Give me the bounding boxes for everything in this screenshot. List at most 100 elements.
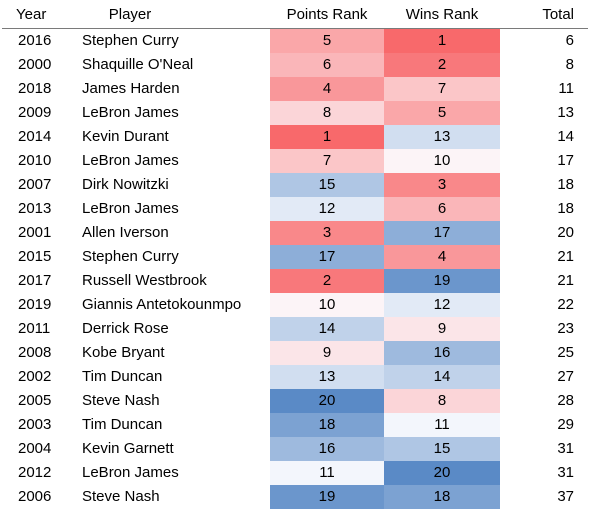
points-rank-cell: 7 [270,149,384,173]
player-cell: Derrick Rose [82,320,169,337]
table-row: 2008 Kobe Bryant 9 16 25 [2,341,588,365]
table-row: 2018 James Harden 4 7 11 [2,77,588,101]
player-cell: Tim Duncan [82,416,163,433]
player-cell: Kobe Bryant [82,344,165,361]
player-cell: LeBron James [82,104,179,121]
player-cell: James Harden [82,80,180,97]
total-cell: 21 [557,248,574,265]
points-rank-cell: 15 [270,173,384,197]
table-row: 2005 Steve Nash 20 8 28 [2,389,588,413]
total-cell: 20 [557,224,574,241]
player-cell: LeBron James [82,464,179,481]
wins-rank-cell: 8 [384,389,500,413]
table-row: 2003 Tim Duncan 18 11 29 [2,413,588,437]
player-cell: Steve Nash [82,392,160,409]
total-cell: 37 [557,488,574,505]
wins-rank-cell: 20 [384,461,500,485]
header-row: Year Player Points Rank Wins Rank Total [2,2,588,29]
points-rank-cell: 17 [270,245,384,269]
wins-rank-cell: 1 [384,28,500,53]
year-cell: 2018 [18,80,52,97]
year-cell: 2008 [18,344,52,361]
wins-rank-cell: 13 [384,125,500,149]
total-cell: 25 [557,344,574,361]
year-cell: 2003 [18,416,52,433]
header-player: Player [70,2,270,29]
table-row: 2016 Stephen Curry 5 1 6 [2,28,588,53]
wins-rank-cell: 12 [384,293,500,317]
wins-rank-cell: 17 [384,221,500,245]
table-row: 2009 LeBron James 8 5 13 [2,101,588,125]
wins-rank-cell: 18 [384,485,500,509]
points-rank-cell: 1 [270,125,384,149]
table-row: 2006 Steve Nash 19 18 37 [2,485,588,509]
player-cell: Shaquille O'Neal [82,56,194,73]
wins-rank-cell: 4 [384,245,500,269]
player-cell: Dirk Nowitzki [82,176,169,193]
table-row: 2010 LeBron James 7 10 17 [2,149,588,173]
table-header: Year Player Points Rank Wins Rank Total [2,2,588,29]
header-total: Total [500,2,588,29]
total-cell: 27 [557,368,574,385]
table-row: 2007 Dirk Nowitzki 15 3 18 [2,173,588,197]
year-cell: 2015 [18,248,52,265]
points-rank-cell: 16 [270,437,384,461]
year-cell: 2004 [18,440,52,457]
points-rank-cell: 13 [270,365,384,389]
year-cell: 2013 [18,200,52,217]
player-cell: Stephen Curry [82,248,179,265]
points-rank-cell: 19 [270,485,384,509]
year-cell: 2009 [18,104,52,121]
points-rank-cell: 6 [270,53,384,77]
wins-rank-cell: 7 [384,77,500,101]
player-cell: Stephen Curry [82,32,179,49]
header-year: Year [2,2,70,29]
total-cell: 17 [557,152,574,169]
table-row: 2001 Allen Iverson 3 17 20 [2,221,588,245]
mvp-rank-table: Year Player Points Rank Wins Rank Total … [2,2,588,509]
table-row: 2015 Stephen Curry 17 4 21 [2,245,588,269]
table-row: 2019 Giannis Antetokounmpo 10 12 22 [2,293,588,317]
points-rank-cell: 4 [270,77,384,101]
wins-rank-cell: 11 [384,413,500,437]
points-rank-cell: 18 [270,413,384,437]
year-cell: 2000 [18,56,52,73]
table-row: 2014 Kevin Durant 1 13 14 [2,125,588,149]
year-cell: 2001 [18,224,52,241]
header-points-rank: Points Rank [270,2,384,29]
total-cell: 22 [557,296,574,313]
year-cell: 2011 [18,320,51,337]
total-cell: 14 [557,128,574,145]
total-cell: 8 [565,56,574,73]
table-row: 2011 Derrick Rose 14 9 23 [2,317,588,341]
total-cell: 18 [557,200,574,217]
points-rank-cell: 11 [270,461,384,485]
points-rank-cell: 2 [270,269,384,293]
year-cell: 2007 [18,176,52,193]
player-cell: Allen Iverson [82,224,169,241]
year-cell: 2006 [18,488,52,505]
points-rank-cell: 5 [270,28,384,53]
total-cell: 11 [558,80,574,97]
wins-rank-cell: 19 [384,269,500,293]
total-cell: 21 [557,272,574,289]
points-rank-cell: 12 [270,197,384,221]
wins-rank-cell: 15 [384,437,500,461]
year-cell: 2002 [18,368,52,385]
player-cell: Russell Westbrook [82,272,207,289]
table-row: 2004 Kevin Garnett 16 15 31 [2,437,588,461]
year-cell: 2005 [18,392,52,409]
total-cell: 18 [557,176,574,193]
wins-rank-cell: 9 [384,317,500,341]
player-cell: Kevin Garnett [82,440,174,457]
points-rank-cell: 14 [270,317,384,341]
total-cell: 31 [557,464,574,481]
year-cell: 2014 [18,128,52,145]
wins-rank-cell: 2 [384,53,500,77]
table-row: 2017 Russell Westbrook 2 19 21 [2,269,588,293]
total-cell: 31 [557,440,574,457]
total-cell: 28 [557,392,574,409]
player-cell: Steve Nash [82,488,160,505]
year-cell: 2017 [18,272,52,289]
wins-rank-cell: 6 [384,197,500,221]
